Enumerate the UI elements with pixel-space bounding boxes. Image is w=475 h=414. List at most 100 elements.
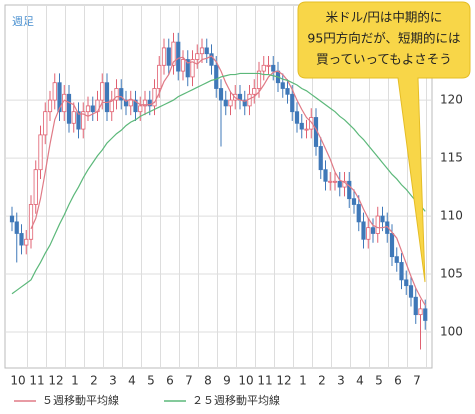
candle-body [114,88,119,101]
x-tick-label: 4 [356,374,364,388]
x-tick-label: 3 [109,374,117,388]
x-tick-label: 12 [276,374,291,388]
candle-body [152,88,157,107]
candle-body [138,105,143,113]
x-tick-label: 12 [48,374,63,388]
candle-body [133,99,138,113]
candle-body [366,227,371,240]
candle-body [171,41,176,66]
candle-body [128,99,133,107]
x-tick-label: 6 [166,374,174,388]
candle-body [57,82,62,113]
candle-body [418,308,423,316]
candle-body [399,262,404,281]
candle-body [389,233,395,258]
annotation-text: 95円方向だが、短期的には [307,31,460,46]
candle-body [90,105,95,113]
candle-body [294,111,300,124]
y-tick-label: 100 [440,325,463,339]
candle-body [218,88,224,101]
candle-body [9,215,15,223]
candle-body [190,59,195,78]
candle-body [423,308,428,321]
candle-body [71,111,76,124]
ma-line [11,72,426,295]
candle-body [161,47,167,66]
candle-body [375,215,380,234]
x-tick-label: 5 [375,374,383,388]
candle-body [242,99,247,107]
candle-body [209,53,214,66]
candle-body [52,82,57,101]
x-tick-label: 8 [204,374,212,388]
candle-body [180,59,186,72]
x-tick-label: 7 [185,374,193,388]
candle-body [356,204,361,223]
candle-body [24,238,29,246]
candle-body [370,227,376,234]
candle-body [332,180,338,183]
candle-body [28,204,34,240]
x-tick-label: 11 [257,374,272,388]
candle-body [76,111,81,130]
candle-body [328,180,333,183]
ma-line [30,55,426,306]
candle-body [100,82,105,101]
candle-body [142,99,148,107]
candle-body [323,169,328,182]
candle-body [228,99,233,107]
candle-body [347,180,352,200]
candle-body [361,221,366,240]
candle-body [123,99,129,107]
candle-body [413,296,418,316]
x-tick-label: 2 [90,374,98,388]
candle-body [109,99,114,113]
x-tick-label: 2 [318,374,326,388]
legend-label: ５週移動平均線 [42,393,119,407]
candle-body [19,233,24,246]
candle-body [195,53,200,60]
chart-title: 週足 [12,15,34,28]
candle-body [81,111,86,130]
y-tick-label: 120 [440,93,463,107]
candle-body [266,64,271,67]
candle-body [304,128,309,131]
candle-body [38,134,43,171]
x-tick-label: 6 [394,374,402,388]
candle-body [309,117,314,130]
candle-body [261,64,266,72]
x-tick-label: 5 [147,374,155,388]
candle-body [380,215,385,223]
candle-body [290,93,295,113]
candle-body [351,198,357,205]
x-tick-label: 3 [337,374,345,388]
candle-body [43,111,48,136]
y-tick-label: 105 [440,267,463,281]
candle-body [157,64,162,89]
candle-body [299,122,304,130]
candle-body [47,99,53,113]
x-tick-label: 1 [71,374,79,388]
candle-body [318,146,323,171]
candle-body [214,64,219,89]
annotation-text: 米ドル/円は中期的に [326,10,443,25]
candle-body [271,64,276,72]
candle-body [280,82,285,89]
x-tick-label: 10 [10,374,25,388]
y-tick-label: 110 [440,209,463,223]
candle-body [256,70,262,89]
candle-body [166,47,171,66]
candle-body [285,88,290,95]
candle-body [394,256,399,263]
x-tick-label: 11 [29,374,44,388]
candle-body [14,221,19,234]
x-tick-label: 9 [223,374,231,388]
callout-bubble [297,1,471,283]
candle-body [104,82,110,113]
candle-body [33,169,38,205]
candle-body [185,59,190,78]
annotation-text: 買っていってもよさそう [316,52,452,67]
candle-body [404,279,409,287]
x-tick-label: 4 [128,374,136,388]
